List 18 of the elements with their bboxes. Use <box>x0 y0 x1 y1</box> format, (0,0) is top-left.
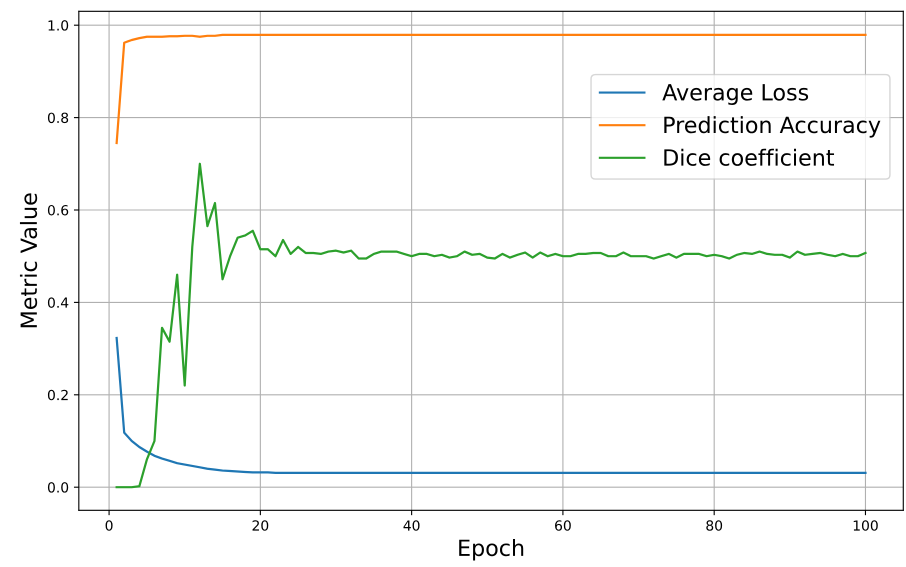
legend-label: Dice coefficient <box>664 148 834 166</box>
y-tick-label: 0.0 <box>48 482 68 493</box>
y-tick-label: 0.4 <box>48 297 68 308</box>
line-series <box>116 336 867 474</box>
x-tick-label: 100 <box>854 520 878 531</box>
y-tick-label: 0.2 <box>48 390 68 400</box>
legend-label: Prediction Accuracy <box>664 116 880 138</box>
x-tick-label: 60 <box>555 520 571 531</box>
legend-label: Average Loss <box>662 84 808 105</box>
y-axis-title: Metric Value <box>20 193 38 328</box>
y-tick-label: 0.6 <box>48 204 68 216</box>
y-tick-label: 1.0 <box>48 20 68 31</box>
x-tick-label: 0 <box>106 520 113 531</box>
x-tick-label: 20 <box>252 520 268 531</box>
x-axis-title: Epoch <box>459 539 524 561</box>
x-tick-label: 80 <box>706 520 722 531</box>
y-tick-label: 0.8 <box>48 112 68 124</box>
x-tick-label: 40 <box>403 520 420 531</box>
